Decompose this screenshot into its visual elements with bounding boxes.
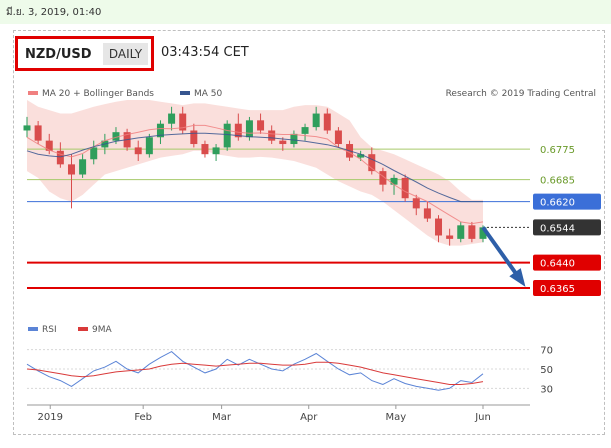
candle-body [168, 113, 176, 124]
rsi-ma-legend-label: 9MA [92, 325, 112, 335]
candle-body [156, 123, 164, 138]
level-tag-0.6544 [533, 219, 601, 236]
x-tick-label-jun: Jun [474, 412, 491, 423]
symbol-box[interactable]: NZD/USD DAILY [15, 36, 154, 71]
candle-body [401, 177, 409, 199]
candle-body [245, 120, 253, 138]
candle-body [323, 113, 331, 131]
candle-body [145, 137, 153, 155]
rsi-tick-label-30: 30 [540, 384, 553, 395]
candle-body [334, 130, 342, 145]
rsi-tick-label-50: 50 [540, 365, 553, 376]
candle-body [390, 177, 398, 185]
x-tick-label-apr: Apr [300, 412, 318, 423]
candle-body [279, 140, 287, 145]
candle-body [234, 123, 242, 138]
timeframe-badge[interactable]: DAILY [103, 43, 148, 65]
clock-label: 03:43:54 CET [161, 45, 249, 60]
rsi-series-9ma [26, 361, 484, 385]
datetime-label: มี.ย. 3, 2019, 01:40 [6, 7, 102, 18]
candle-body [190, 130, 198, 145]
candle-body [257, 120, 265, 131]
bollinger-legend-swatch [28, 91, 38, 95]
bollinger-legend-label: MA 20 + Bollinger Bands [42, 89, 154, 99]
level-label-0.6365: 0.6365 [540, 284, 575, 295]
candle-body [179, 113, 187, 131]
candle-body [412, 198, 420, 209]
level-label-0.6620: 0.6620 [540, 198, 575, 209]
top-status-bar: มี.ย. 3, 2019, 01:40 [0, 0, 611, 24]
candle-body [23, 125, 31, 131]
candle-body [290, 133, 298, 145]
level-tag-0.6620 [533, 193, 601, 210]
candle-body [56, 150, 64, 165]
candle-body [457, 225, 465, 239]
rsi-legend-swatch [28, 327, 38, 331]
candle-body [446, 235, 454, 239]
symbol-label: NZD/USD [25, 47, 92, 62]
legend: MA 20 + Bollinger Bands MA 50 Research ©… [28, 89, 596, 335]
rsi-tick-label-70: 70 [540, 346, 553, 357]
chart-frame [13, 30, 605, 435]
candle-body [90, 147, 98, 160]
ma50-legend-swatch [180, 91, 190, 95]
level-label-0.6775: 0.6775 [540, 145, 575, 156]
level-tag-0.6365 [533, 279, 601, 296]
rsi-legend-label: RSI [42, 325, 57, 335]
candle-body [357, 154, 365, 158]
rsi-series-rsi [26, 350, 484, 391]
candle-body [134, 147, 142, 155]
x-tick-label-mar: Mar [212, 412, 232, 423]
credit-label: Research © 2019 Trading Central [446, 89, 596, 99]
level-label-0.6544: 0.6544 [540, 223, 575, 234]
candle-body [423, 208, 431, 219]
candle-body [301, 127, 309, 134]
x-tick-label-may: May [386, 412, 407, 423]
candle-body [67, 164, 75, 175]
candle-body [45, 140, 53, 151]
series-line-ma-20-bollinger-bands [26, 124, 484, 225]
level-label-0.6440: 0.6440 [540, 259, 575, 270]
candle-body [479, 227, 487, 239]
candle-body [368, 154, 376, 172]
x-tick-label-2019: 2019 [38, 412, 63, 423]
forecast-arrow-head [509, 268, 526, 287]
level-label-0.6685: 0.6685 [540, 176, 575, 187]
series-line-ma-50 [26, 132, 483, 203]
candle-body [201, 144, 209, 155]
bollinger-band [27, 100, 483, 246]
candle-body [468, 225, 476, 239]
candle-body [379, 171, 387, 185]
candle-body [34, 125, 42, 141]
level-tag-0.6440 [533, 254, 601, 271]
candle-body [223, 123, 231, 148]
candle-body [79, 159, 87, 175]
x-tick-label-feb: Feb [134, 412, 152, 423]
ma50-legend-label: MA 50 [194, 89, 223, 99]
candle-body [268, 130, 276, 141]
candle-body [435, 218, 443, 236]
candle-body [212, 147, 220, 155]
rsi-ma-legend-swatch [78, 327, 88, 331]
candle-body [112, 132, 120, 141]
candle-body [312, 113, 320, 128]
